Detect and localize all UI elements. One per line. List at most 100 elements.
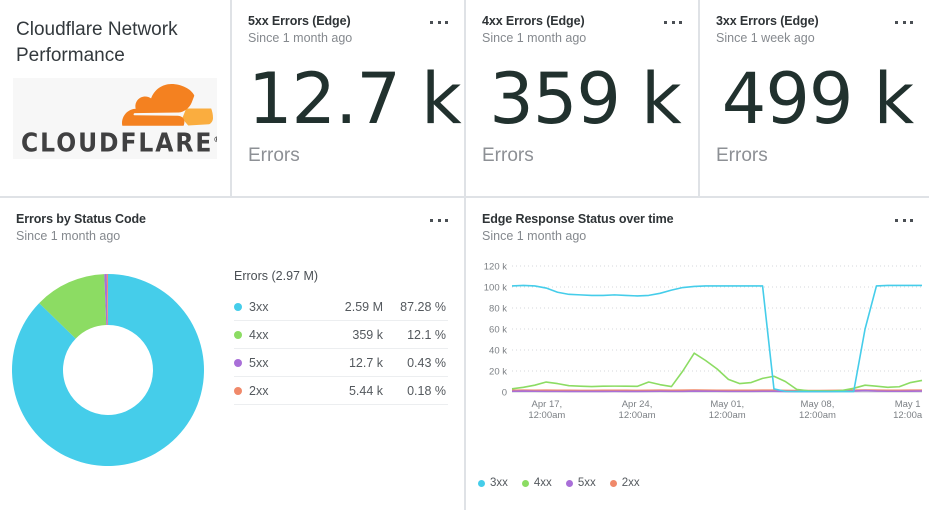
legend-dot-4xx	[521, 479, 529, 487]
y-axis-tick-label: 100 k	[484, 283, 507, 294]
legend-label: 2xx	[621, 477, 640, 489]
y-axis-tick-label: 40 k	[489, 346, 507, 357]
card-header: Errors by Status Code Since 1 month ago	[16, 212, 450, 244]
series-line-3xx	[511, 284, 922, 393]
legend-item-2xx[interactable]: 2xx	[609, 477, 640, 489]
timeseries-chart[interactable]: 0 20 k 40 k 60 k 80 k 100 k 120 k Apr 17, 12:00a…	[478, 260, 928, 432]
donut-slice-5xx[interactable]	[104, 274, 108, 326]
legend-item-5xx[interactable]: 5xx	[565, 477, 596, 489]
metric-card-3xx: 3xx Errors (Edge) Since 1 week ago 499 k…	[700, 0, 929, 196]
y-axis-tick-label: 60 k	[489, 325, 507, 336]
series-line-4xx	[511, 352, 923, 392]
metric-card-4xx: 4xx Errors (Edge) Since 1 month ago 359 …	[466, 0, 698, 196]
card-subtitle: Since 1 week ago	[716, 31, 815, 45]
card-title: Errors by Status Code	[16, 212, 146, 226]
donut-total-label: Errors (2.97 M)	[234, 269, 319, 283]
legend-value: 359 k	[352, 327, 383, 342]
card-subtitle: Since 1 month ago	[16, 229, 121, 243]
card-title: 3xx Errors (Edge)	[716, 14, 819, 28]
legend-row[interactable]: 4xx 359 k 12.1 %	[234, 321, 448, 349]
legend-status-label: 4xx	[249, 327, 269, 342]
donut-chart[interactable]	[8, 270, 208, 470]
y-axis-tick-label: 80 k	[489, 304, 507, 315]
dashboard-title-card: Cloudflare Network Performance CLOUDFLAR…	[0, 0, 230, 196]
metric-label: Errors	[248, 145, 300, 166]
legend-row[interactable]: 2xx 5.44 k 0.18 %	[234, 377, 448, 405]
metric-value: 499 k	[721, 58, 914, 140]
x-axis-tick-label: 12:00am	[709, 410, 746, 421]
card-title: Edge Response Status over time	[482, 212, 674, 226]
edge-response-status-panel: Edge Response Status over time Since 1 m…	[466, 198, 929, 510]
legend-value: 2.59 M	[344, 299, 383, 314]
x-axis-tick-label: May 1	[895, 399, 921, 410]
card-menu-icon[interactable]	[430, 18, 448, 26]
timeseries-chart-svg: 0 20 k 40 k 60 k 80 k 100 k 120 k Apr 17, 12:00a…	[484, 262, 923, 422]
legend-dot-3xx	[234, 302, 242, 311]
legend-dot-2xx	[234, 386, 242, 395]
trademark-symbol: ®	[213, 135, 217, 144]
card-menu-icon[interactable]	[664, 18, 682, 26]
timeseries-legend: 3xx 4xx 5xx 2xx	[478, 477, 640, 489]
legend-dot-4xx	[234, 330, 242, 339]
card-header: 4xx Errors (Edge) Since 1 month ago	[482, 14, 684, 46]
card-subtitle: Since 1 month ago	[482, 229, 587, 243]
donut-slice-3xx[interactable]	[12, 274, 204, 466]
legend-status-label: 3xx	[249, 299, 269, 314]
donut-legend: Errors (2.97 M) 3xx 2.59 M 87.28 % 4xx 359 k…	[234, 268, 448, 405]
card-title: 5xx Errors (Edge)	[248, 14, 351, 28]
x-axis-tick-label: May 08,	[801, 399, 835, 410]
card-header: 5xx Errors (Edge) Since 1 month ago	[248, 14, 450, 46]
legend-percent: 0.43 %	[407, 355, 446, 370]
metric-value: 12.7 k	[248, 58, 462, 140]
legend-row[interactable]: 5xx 12.7 k 0.43 %	[234, 349, 448, 377]
legend-percent: 0.18 %	[407, 383, 446, 398]
legend-dot-3xx	[478, 479, 485, 487]
page-title: Cloudflare Network Performance	[16, 19, 178, 66]
metric-value: 359 k	[489, 58, 681, 140]
x-axis-tick-label: 12:00am	[619, 410, 656, 421]
cloudflare-cloud-icon	[122, 84, 213, 126]
card-header: Edge Response Status over time Since 1 m…	[482, 212, 915, 244]
legend-percent: 87.28 %	[400, 299, 446, 314]
legend-label: 4xx	[533, 477, 552, 489]
series-line-5xx	[511, 389, 923, 393]
y-axis-tick-label: 20 k	[489, 367, 507, 378]
card-menu-icon[interactable]	[895, 216, 913, 224]
x-axis-tick-label: 12:00a	[893, 410, 923, 421]
metric-label: Errors	[716, 145, 768, 166]
y-axis-tick-label: 0	[502, 388, 507, 399]
x-axis-tick-label: May 01,	[710, 399, 744, 410]
y-axis-tick-label: 120 k	[484, 262, 507, 273]
donut-chart-svg	[12, 274, 204, 466]
errors-by-status-code-panel: Errors by Status Code Since 1 month ago …	[0, 198, 464, 510]
metric-card-5xx: 5xx Errors (Edge) Since 1 month ago 12.7…	[232, 0, 464, 196]
card-menu-icon[interactable]	[895, 18, 913, 26]
legend-item-4xx[interactable]: 4xx	[521, 477, 552, 489]
legend-row[interactable]: 3xx 2.59 M 87.28 %	[234, 293, 448, 321]
card-menu-icon[interactable]	[430, 216, 448, 224]
cloudflare-logo: CLOUDFLARE®	[13, 78, 217, 159]
legend-value: 12.7 k	[348, 355, 383, 370]
metric-label: Errors	[482, 145, 534, 166]
legend-value: 5.44 k	[348, 383, 383, 398]
legend-dot-5xx	[234, 358, 242, 367]
card-subtitle: Since 1 month ago	[248, 31, 353, 45]
cloudflare-wordmark-text: CLOUDFLARE	[21, 128, 214, 159]
legend-dot-5xx	[565, 479, 573, 487]
legend-item-3xx[interactable]: 3xx	[478, 477, 508, 489]
card-header: 3xx Errors (Edge) Since 1 week ago	[716, 14, 915, 46]
legend-label: 3xx	[490, 477, 508, 489]
donut-slice-4xx[interactable]	[39, 274, 107, 339]
legend-status-label: 5xx	[249, 355, 269, 370]
x-axis-tick-label: Apr 24,	[622, 399, 653, 410]
cloudflare-wordmark: CLOUDFLARE®	[21, 126, 217, 158]
donut-slice-2xx[interactable]	[106, 274, 108, 326]
x-axis-tick-label: Apr 17,	[532, 399, 563, 410]
legend-dot-2xx	[609, 479, 617, 487]
legend-percent: 12.1 %	[407, 327, 446, 342]
card-title: 4xx Errors (Edge)	[482, 14, 585, 28]
card-subtitle: Since 1 month ago	[482, 31, 587, 45]
x-axis-tick-label: 12:00am	[799, 410, 836, 421]
legend-status-label: 2xx	[249, 383, 269, 398]
